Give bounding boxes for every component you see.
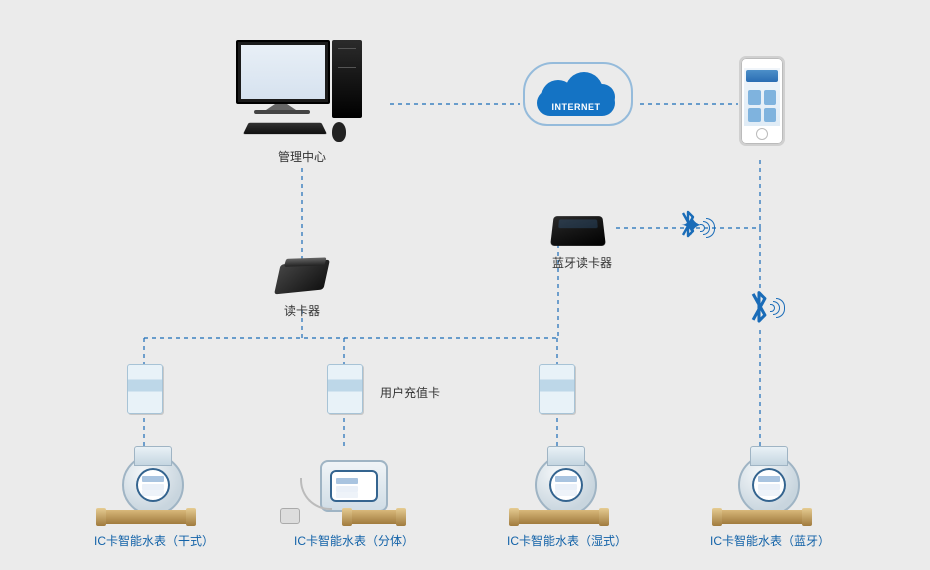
keyboard-icon — [243, 123, 327, 134]
meter-label: IC卡智能水表（分体） — [294, 532, 414, 549]
card-reader-node: 读卡器 — [278, 262, 326, 319]
cloud-icon: INTERNET — [531, 70, 621, 118]
meter-label: IC卡智能水表（干式） — [94, 532, 214, 549]
mouse-icon — [332, 122, 346, 142]
ic-card-icon — [127, 364, 163, 414]
ic-card-node — [127, 364, 163, 414]
meter-label: IC卡智能水表（蓝牙） — [710, 532, 830, 549]
bluetooth-icon: ✦ — [680, 212, 703, 240]
pc-tower-icon — [332, 40, 362, 118]
ic-card-icon — [327, 364, 363, 414]
water-meter-dry: IC卡智能水表（干式） — [94, 448, 214, 549]
ic-card-node — [539, 364, 575, 414]
bluetooth-reader-node: 蓝牙读卡器 — [552, 214, 612, 271]
water-meter-icon — [507, 448, 607, 526]
card-reader-icon — [274, 260, 330, 295]
water-meter-bluetooth: IC卡智能水表（蓝牙） — [710, 448, 830, 549]
ic-card-node — [327, 364, 363, 414]
smartphone-icon — [739, 56, 785, 146]
water-meter-wet: IC卡智能水表（湿式） — [507, 448, 627, 549]
internet-cloud-node: INTERNET — [516, 60, 636, 118]
bluetooth-reader-label: 蓝牙读卡器 — [552, 254, 612, 271]
ic-card-icon — [539, 364, 575, 414]
mobile-phone-node — [739, 56, 785, 146]
card-reader-label: 读卡器 — [278, 302, 326, 319]
water-meter-split: IC卡智能水表（分体） — [294, 448, 414, 549]
water-meter-icon — [94, 448, 194, 526]
monitor-icon — [236, 40, 330, 104]
bluetooth-reader-icon — [550, 216, 606, 246]
management-center-label: 管理中心 — [232, 148, 372, 165]
meter-label: IC卡智能水表（湿式） — [507, 532, 627, 549]
management-center-node: 管理中心 — [232, 40, 372, 165]
bluetooth-icon — [746, 290, 772, 331]
recharge-card-label: 用户充值卡 — [380, 380, 440, 401]
water-meter-icon — [294, 448, 394, 526]
cloud-label: INTERNET — [531, 102, 621, 112]
water-meter-icon — [710, 448, 810, 526]
